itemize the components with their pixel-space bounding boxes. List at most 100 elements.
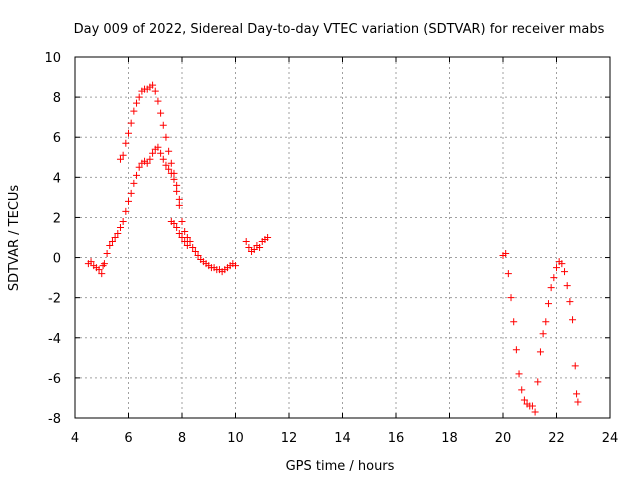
data-point <box>574 398 582 406</box>
y-tick-label: -8 <box>48 412 61 427</box>
data-point <box>87 258 95 266</box>
series-segment-20-22 <box>499 250 582 416</box>
data-point <box>175 229 183 237</box>
data-point <box>157 149 165 157</box>
data-point <box>170 219 178 227</box>
y-axis-label: SDTVAR / TECUs <box>7 185 22 292</box>
x-tick-label: 14 <box>334 431 351 446</box>
data-point <box>175 201 183 209</box>
data-point <box>534 378 542 386</box>
data-point <box>130 179 138 187</box>
data-point <box>130 107 138 115</box>
data-point <box>114 229 122 237</box>
y-tick-label: 8 <box>53 91 61 106</box>
data-point <box>167 159 175 167</box>
x-tick-label: 18 <box>441 431 458 446</box>
x-tick-label: 22 <box>548 431 565 446</box>
data-point <box>151 87 159 95</box>
y-tick-label: -2 <box>48 292 61 307</box>
y-tick-label: -6 <box>48 372 61 387</box>
data-point <box>173 187 181 195</box>
series-tail <box>167 217 191 250</box>
x-tick-label: 24 <box>602 431 619 446</box>
data-point <box>536 348 544 356</box>
data-point <box>183 242 191 250</box>
data-point <box>242 238 250 246</box>
data-point <box>571 362 579 370</box>
data-point <box>133 171 141 179</box>
data-point <box>119 217 127 225</box>
data-point <box>127 189 135 197</box>
series-segment-10-11 <box>242 234 272 256</box>
data-point <box>191 248 199 256</box>
y-tick-label: -4 <box>48 332 61 347</box>
data-point <box>250 246 258 254</box>
data-point <box>116 155 124 163</box>
data-point <box>122 207 130 215</box>
data-point <box>122 139 130 147</box>
data-point <box>159 155 167 163</box>
data-point <box>181 238 189 246</box>
y-tick-label: 6 <box>53 131 61 146</box>
data-point <box>173 223 181 231</box>
data-point <box>162 133 170 141</box>
x-tick-label: 8 <box>178 431 186 446</box>
data-point <box>566 298 574 306</box>
y-tick-label: 0 <box>53 252 61 267</box>
data-point <box>154 143 162 151</box>
data-point <box>518 386 526 394</box>
data-point <box>550 274 558 282</box>
x-tick-label: 4 <box>71 431 79 446</box>
data-point <box>116 223 124 231</box>
x-tick-label: 10 <box>227 431 244 446</box>
x-tick-label: 12 <box>281 431 298 446</box>
data-point <box>520 396 528 404</box>
data-point <box>510 318 518 326</box>
data-point <box>563 282 571 290</box>
data-point <box>95 266 103 274</box>
series-upper-arc <box>116 81 183 203</box>
data-point <box>170 175 178 183</box>
data-point <box>558 260 566 268</box>
data-point <box>106 242 114 250</box>
data-point <box>100 260 108 268</box>
data-point <box>133 99 141 107</box>
data-point <box>119 151 127 159</box>
data-point <box>542 318 550 326</box>
data-point <box>135 93 143 101</box>
data-point <box>569 316 577 324</box>
chart-title: Day 009 of 2022, Sidereal Day-to-day VTE… <box>74 22 605 37</box>
data-point <box>553 264 560 272</box>
x-tick-label: 6 <box>124 431 132 446</box>
grid <box>75 57 610 418</box>
data-point <box>178 217 186 225</box>
x-axis-label: GPS time / hours <box>286 459 395 474</box>
data-point <box>256 244 264 252</box>
data-point <box>245 244 253 252</box>
x-tick-label: 20 <box>495 431 512 446</box>
data-point <box>103 250 111 258</box>
data-point <box>528 402 536 410</box>
y-tick-label: 2 <box>53 211 61 226</box>
data-point <box>539 330 547 338</box>
axis-ticks <box>74 56 611 419</box>
data-point <box>162 161 170 169</box>
data-point <box>143 159 151 167</box>
data-point <box>232 262 239 270</box>
data-point <box>507 294 515 302</box>
data-point <box>127 119 135 127</box>
data-point <box>544 300 552 308</box>
data-point <box>504 270 512 278</box>
data-point <box>165 147 173 155</box>
data-point <box>175 195 183 203</box>
data-point <box>173 181 181 189</box>
data-point <box>573 390 581 398</box>
data-point <box>149 149 157 157</box>
data-point <box>154 97 162 105</box>
data-point <box>146 155 154 163</box>
data-point <box>512 346 520 354</box>
x-tick-label: 16 <box>388 431 405 446</box>
data-point <box>165 165 173 173</box>
